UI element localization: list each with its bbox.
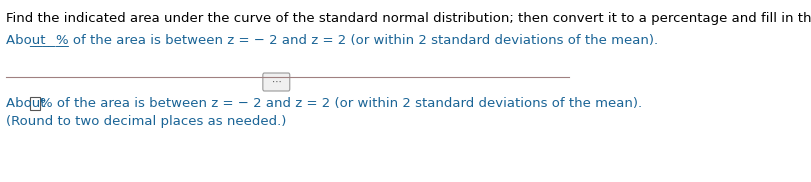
Text: % of the area is between z = − 2 and z = 2 (or within 2 standard deviations of t: % of the area is between z = − 2 and z =… bbox=[40, 97, 642, 110]
FancyBboxPatch shape bbox=[263, 73, 290, 91]
Text: (Round to two decimal places as needed.): (Round to two decimal places as needed.) bbox=[6, 115, 286, 128]
Text: % of the area is between z = − 2 and z = 2 (or within 2 standard deviations of t: % of the area is between z = − 2 and z =… bbox=[56, 34, 658, 47]
Text: ______: ______ bbox=[29, 34, 69, 47]
FancyBboxPatch shape bbox=[30, 97, 40, 110]
Text: About: About bbox=[6, 97, 49, 110]
Text: Find the indicated area under the curve of the standard normal distribution; the: Find the indicated area under the curve … bbox=[6, 12, 811, 25]
Text: About: About bbox=[6, 34, 49, 47]
Text: ⋯: ⋯ bbox=[272, 77, 281, 87]
